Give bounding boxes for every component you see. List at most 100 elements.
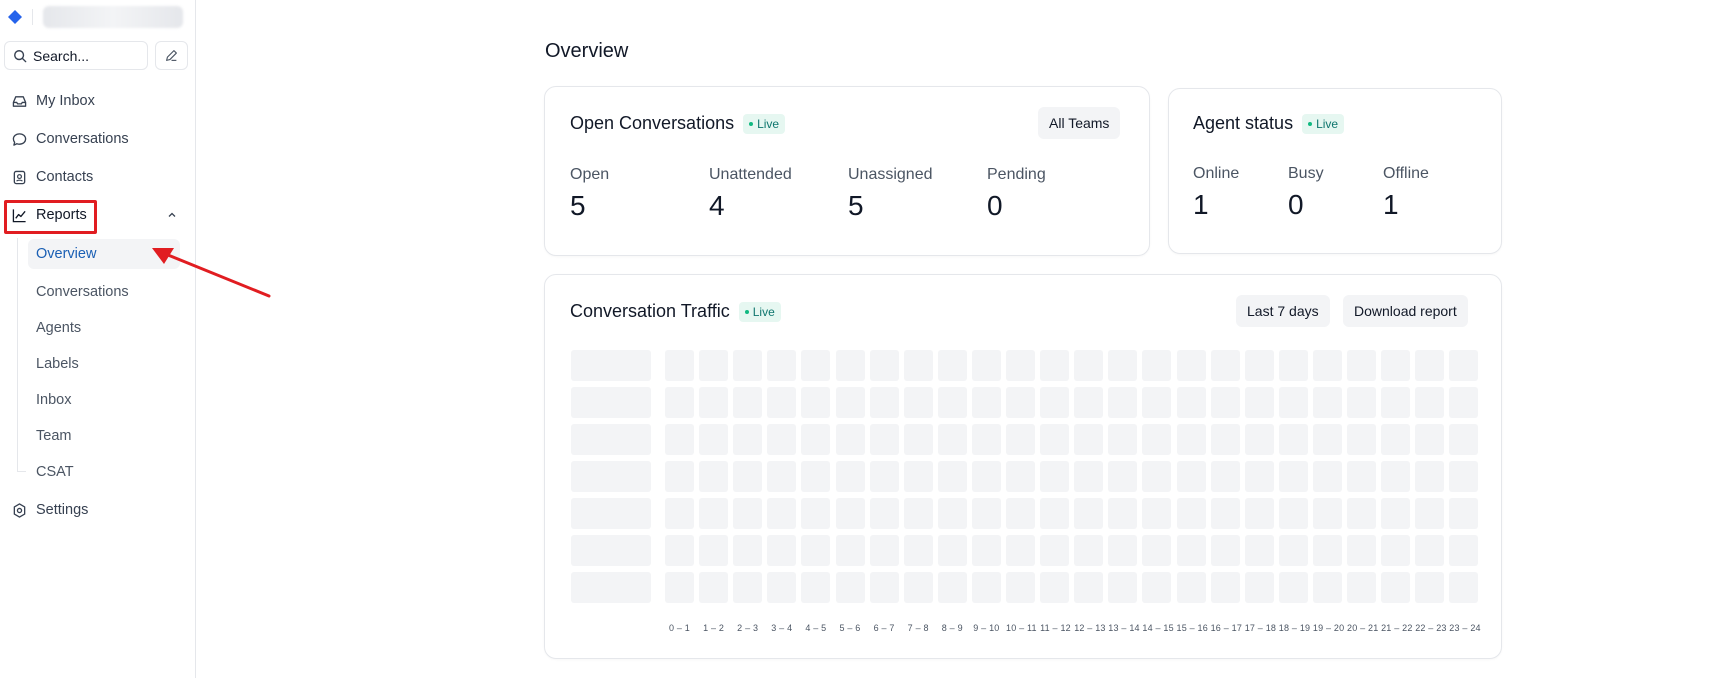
heatmap-cell (1108, 461, 1138, 492)
heatmap-cell (1347, 350, 1376, 381)
metric-label: Open (570, 166, 610, 183)
heatmap-cell (1142, 498, 1172, 529)
heatmap-hour-label: 21 – 22 (1381, 623, 1413, 633)
heatmap-cell (1381, 350, 1411, 381)
metric-label: Online (1193, 165, 1240, 182)
nav-reports[interactable]: Reports (12, 203, 87, 227)
card-title-text: Conversation Traffic (570, 301, 730, 321)
nav-label: Settings (36, 502, 89, 518)
live-label: Live (752, 304, 775, 319)
heatmap-cell (801, 461, 831, 492)
nav-settings[interactable]: Settings (12, 498, 88, 522)
heatmap-hour-label: 10 – 11 (1006, 623, 1037, 633)
heatmap-cell (733, 498, 763, 529)
heatmap-cell (665, 498, 694, 529)
heatmap-cell (835, 350, 865, 381)
heatmap-hour-label: 18 – 19 (1278, 623, 1311, 633)
heatmap-cell (1040, 350, 1070, 381)
download-report-button[interactable]: Download report (1343, 295, 1468, 327)
heatmap-hour-label: 23 – 24 (1449, 623, 1481, 633)
date-range-button[interactable]: Last 7 days (1236, 295, 1330, 327)
search-input[interactable] (33, 47, 143, 64)
heatmap-cell (1142, 572, 1172, 603)
heatmap-cell (1347, 424, 1376, 455)
logo-icon (8, 10, 22, 24)
brand[interactable] (8, 6, 183, 28)
heatmap-cell (869, 498, 899, 529)
heatmap-cell (733, 461, 763, 492)
heatmap-cell (1210, 535, 1240, 566)
heatmap-cell (1449, 498, 1479, 529)
heatmap-cell (1381, 461, 1411, 492)
heatmap-cell (801, 350, 831, 381)
heatmap-cell (1381, 387, 1411, 418)
metric-value: 0 (1288, 189, 1304, 220)
heatmap-cell (903, 461, 933, 492)
metric-label: Unattended (709, 166, 792, 183)
heatmap-cell (835, 461, 865, 492)
heatmap-cell (767, 424, 797, 455)
chevron-up-icon[interactable] (167, 210, 177, 220)
heatmap-cell (1074, 498, 1104, 529)
nav-my-inbox[interactable]: My Inbox (12, 89, 95, 113)
metric-label: Offline (1383, 165, 1429, 182)
heatmap-cell (869, 424, 899, 455)
heatmap-cell (801, 535, 831, 566)
metric-value: 4 (709, 190, 725, 221)
heatmap-cell (1210, 350, 1240, 381)
heatmap-cell (1074, 387, 1104, 418)
metric-unassigned: Unassigned 5 (848, 166, 933, 222)
subnav-item-overview[interactable]: Overview (28, 239, 180, 269)
team-filter-button[interactable]: All Teams (1038, 107, 1121, 139)
heatmap-cell (937, 461, 967, 492)
contact-card-icon (13, 170, 26, 184)
heatmap-cell (1449, 535, 1479, 566)
heatmap-cell (665, 350, 694, 381)
heatmap-cell (1415, 572, 1445, 603)
heatmap-cell (665, 424, 694, 455)
heatmap-cell (1108, 387, 1138, 418)
subnav-item-csat[interactable]: CSAT (36, 464, 74, 480)
search-box[interactable] (4, 41, 148, 70)
heatmap-hour-label: 20 – 21 (1347, 623, 1379, 633)
heatmap-cell (1040, 387, 1070, 418)
heatmap-cell (665, 535, 694, 566)
heatmap-cell (903, 424, 933, 455)
heatmap-cell (1108, 498, 1138, 529)
heatmap-cell (1040, 424, 1070, 455)
heatmap-row-label-placeholder (571, 350, 651, 381)
heatmap-cell (699, 572, 729, 603)
subnav-item-inbox[interactable]: Inbox (36, 392, 72, 408)
heatmap-cell (1176, 350, 1206, 381)
heatmap-cell (903, 535, 933, 566)
subnav-item-conversations[interactable]: Conversations (36, 284, 129, 300)
heatmap-cell (971, 572, 1001, 603)
gear-icon (13, 502, 26, 518)
heatmap-hour-label: 17 – 18 (1244, 623, 1277, 633)
heatmap-hour-label: 6 – 7 (873, 623, 895, 633)
subnav-item-agents[interactable]: Agents (36, 320, 82, 336)
heatmap-cell (767, 535, 797, 566)
heatmap-cell (1074, 350, 1104, 381)
metric-label: Pending (987, 166, 1046, 183)
nav-label: Conversations (36, 131, 129, 147)
nav-label: Contacts (36, 169, 94, 185)
compose-button[interactable] (155, 41, 188, 70)
heatmap-cell (835, 498, 865, 529)
heatmap-cell (903, 387, 933, 418)
heatmap-cell (1006, 350, 1035, 381)
nav-contacts[interactable]: Contacts (12, 165, 93, 189)
heatmap-hour-label: 3 – 4 (771, 623, 793, 633)
live-label: Live (757, 116, 780, 131)
heatmap-cell (1006, 572, 1035, 603)
subnav-item-labels[interactable]: Labels (36, 356, 79, 372)
heatmap-cell (1040, 572, 1070, 603)
nav-conversations[interactable]: Conversations (12, 127, 129, 151)
heatmap-cell (1347, 535, 1376, 566)
heatmap-cell (971, 498, 1001, 529)
heatmap-cell (665, 461, 694, 492)
heatmap-cell (1040, 461, 1070, 492)
heatmap-hour-label: 15 – 16 (1176, 623, 1208, 633)
inbox-icon (12, 95, 27, 107)
subnav-item-team[interactable]: Team (36, 428, 72, 444)
